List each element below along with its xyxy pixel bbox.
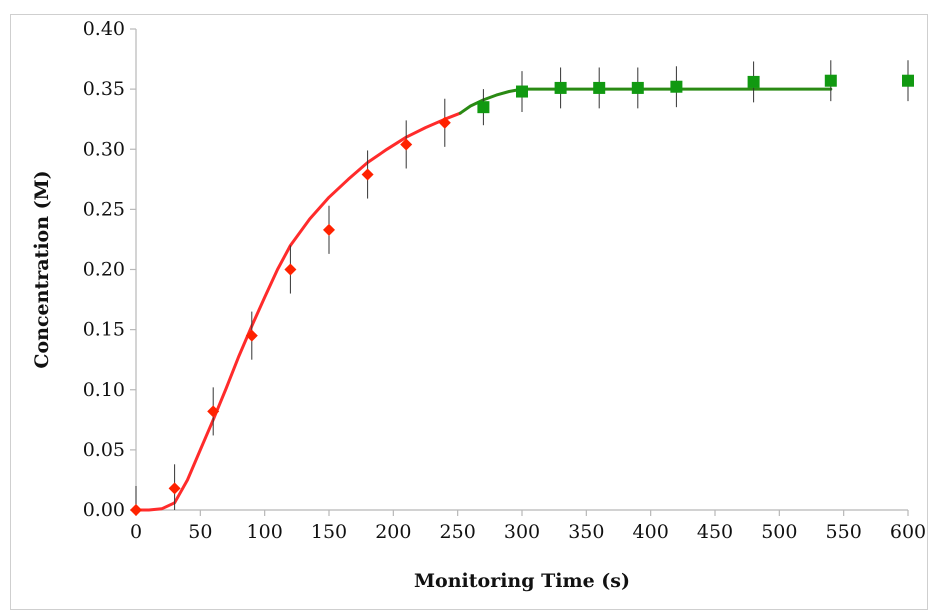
y-tick-label: 0.30 [83,138,125,160]
data-point-diamond [284,263,297,276]
data-point-diamond [400,138,413,151]
data-point-square [477,101,490,114]
data-point-square [554,81,567,94]
data-point-square [631,81,644,94]
data-point-square [516,85,528,98]
data-point-diamond [438,116,451,129]
y-tick-label: 0.05 [83,439,125,461]
x-tick-label: 250 [440,521,476,543]
x-tick-label: 450 [697,521,733,543]
chart-frame [10,14,928,610]
x-tick-label: 0 [130,521,142,543]
data-point-diamond [207,405,220,418]
y-axis-title: Concentration (M) [31,170,53,368]
y-tick-label: 0.25 [83,198,125,220]
y-tick-label: 0.15 [83,319,125,341]
x-tick-label: 400 [633,521,669,543]
y-tick-label: 0.35 [83,78,125,100]
data-point-square [824,74,837,87]
data-point-diamond [168,482,181,495]
x-tick-label: 550 [826,521,862,543]
ticks: 0.00 0.05 0.10 0.15 0.20 0.25 0.30 0.35 0.40 0 50 1… [83,18,926,543]
x-tick-label: 500 [761,521,797,543]
data-point-diamond [130,504,142,516]
x-tick-label: 350 [568,521,604,543]
data-point-square [902,74,914,87]
fit-lines [134,87,833,512]
error-bars [135,60,909,510]
y-tick-label: 0.00 [83,499,125,521]
data-point-square [593,81,606,94]
x-axis-title: Monitoring Time (s) [414,570,630,592]
y-tick-label: 0.20 [83,259,125,281]
x-tick-label: 300 [504,521,540,543]
data-point-diamond [245,329,258,342]
data-point-diamond [361,168,374,181]
data-point-diamond [323,223,335,236]
data-point-square [747,75,760,88]
x-tick-label: 200 [375,521,411,543]
x-tick-label: 50 [188,521,212,543]
y-tick-label: 0.10 [83,379,125,401]
x-tick-label: 600 [890,521,926,543]
x-tick-label: 100 [247,521,283,543]
fit-line-2 [458,87,833,115]
data-points [130,74,914,516]
y-tick-label: 0.40 [83,18,125,40]
fit-line-1 [134,111,462,512]
x-tick-label: 150 [311,521,347,543]
data-point-square [670,80,683,93]
